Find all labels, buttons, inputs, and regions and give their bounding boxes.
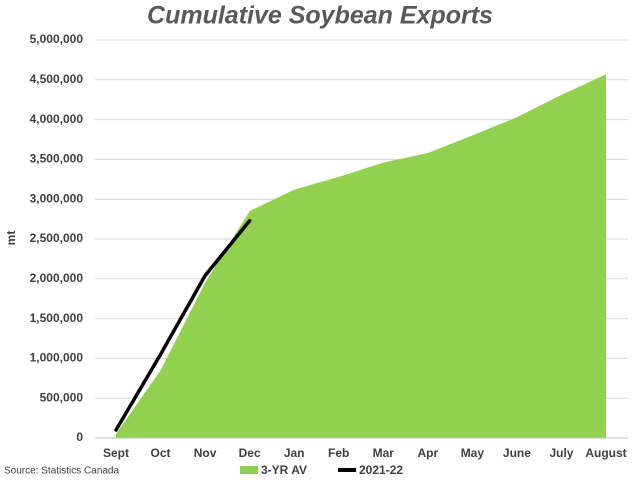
area	[116, 74, 606, 438]
source: Source: Statistics Canada	[4, 466, 119, 477]
x-tick-label: Apr	[417, 446, 438, 460]
x-tick-label: June	[503, 446, 531, 460]
y-tick-label: 2,000,000	[30, 271, 84, 285]
legend-label: 2021-22	[359, 463, 403, 477]
y-tick-label: 5,000,000	[30, 32, 84, 46]
x-tick-label: Oct	[151, 446, 171, 460]
y-tick-label: 3,000,000	[30, 191, 84, 205]
x-tick-label: Mar	[373, 446, 395, 460]
y-tick-label: 4,000,000	[30, 112, 84, 126]
y-tick-label: 1,500,000	[30, 311, 84, 325]
legend-swatch	[240, 466, 258, 474]
chart-title: Cumulative Soybean Exports	[147, 2, 493, 30]
y-tick-label: 1,000,000	[30, 351, 84, 365]
x-tick-label: August	[585, 446, 626, 460]
y-tick-label: 3,500,000	[30, 152, 84, 166]
y-tick-label: 0	[76, 430, 83, 444]
x-tick-label: July	[549, 446, 573, 460]
y-axis-label: mt	[4, 231, 18, 246]
x-tick-label: Nov	[194, 446, 217, 460]
y-tick-label: 4,500,000	[30, 72, 84, 86]
legend-label: 3-YR AV	[261, 463, 307, 477]
y-tick-label: 500,000	[40, 390, 84, 404]
y-tick-label: 2,500,000	[30, 231, 84, 245]
line	[114, 218, 252, 432]
x-tick-label: Sept	[103, 446, 129, 460]
x-tick-label: Dec	[239, 446, 261, 460]
x-tick-label: Feb	[328, 446, 349, 460]
x-tick-label: May	[461, 446, 485, 460]
x-tick-label: Jan	[284, 446, 305, 460]
